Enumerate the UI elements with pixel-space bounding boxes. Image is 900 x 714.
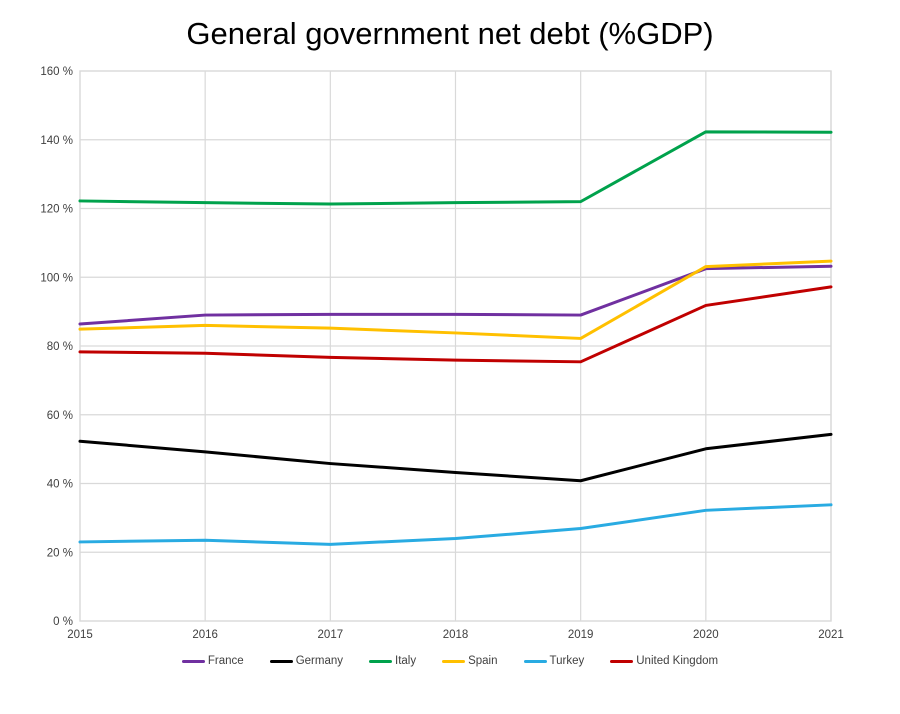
y-tick-label: 80 % bbox=[47, 341, 73, 353]
x-tick-label: 2016 bbox=[192, 629, 218, 641]
series-line-united-kingdom bbox=[78, 285, 833, 364]
legend-label: France bbox=[207, 655, 244, 667]
x-tick-label: 2019 bbox=[568, 629, 594, 641]
y-tick-label: 100 % bbox=[40, 272, 73, 284]
series-line-germany bbox=[78, 432, 833, 483]
legend-label: United Kingdom bbox=[636, 655, 719, 667]
legend-swatch bbox=[610, 659, 634, 663]
y-tick-label: 20 % bbox=[47, 547, 73, 559]
y-tick-label: 160 % bbox=[40, 66, 73, 78]
legend-item-germany: Germany bbox=[269, 655, 343, 667]
legend-item-united-kingdom: United Kingdom bbox=[610, 655, 718, 667]
legend-swatch bbox=[369, 659, 392, 663]
legend-label: Spain bbox=[468, 655, 498, 667]
legend-item-spain: Spain bbox=[442, 655, 498, 667]
legend-item-turkey: Turkey bbox=[523, 655, 585, 667]
x-tick-label: 2021 bbox=[818, 629, 844, 641]
series-line-italy bbox=[78, 130, 833, 206]
legend-item-italy: Italy bbox=[369, 655, 416, 667]
series-line-france bbox=[78, 264, 833, 326]
y-tick-label: 140 % bbox=[40, 135, 73, 147]
legend-label: Italy bbox=[395, 655, 417, 667]
y-tick-label: 120 % bbox=[40, 204, 73, 216]
x-tick-label: 2017 bbox=[318, 629, 344, 641]
x-tick-label: 2020 bbox=[693, 629, 719, 641]
series-line-turkey bbox=[78, 503, 833, 546]
legend: France Germany Italy Spain Turkey United King… bbox=[0, 655, 900, 667]
legend-swatch bbox=[181, 659, 205, 663]
y-tick-label: 0 % bbox=[53, 616, 73, 628]
x-tick-label: 2015 bbox=[67, 629, 93, 641]
chart-title: General government net debt (%GDP) bbox=[186, 16, 714, 51]
legend-swatch bbox=[523, 659, 547, 663]
legend-swatch bbox=[442, 659, 466, 663]
legend-label: Turkey bbox=[549, 655, 585, 667]
y-tick-label: 60 % bbox=[47, 410, 73, 422]
legend-label: Germany bbox=[295, 655, 343, 667]
legend-swatch bbox=[269, 659, 293, 663]
series-line-spain bbox=[78, 259, 833, 340]
y-tick-label: 40 % bbox=[47, 479, 73, 491]
x-tick-label: 2018 bbox=[443, 629, 469, 641]
legend-item-france: France bbox=[181, 655, 244, 667]
